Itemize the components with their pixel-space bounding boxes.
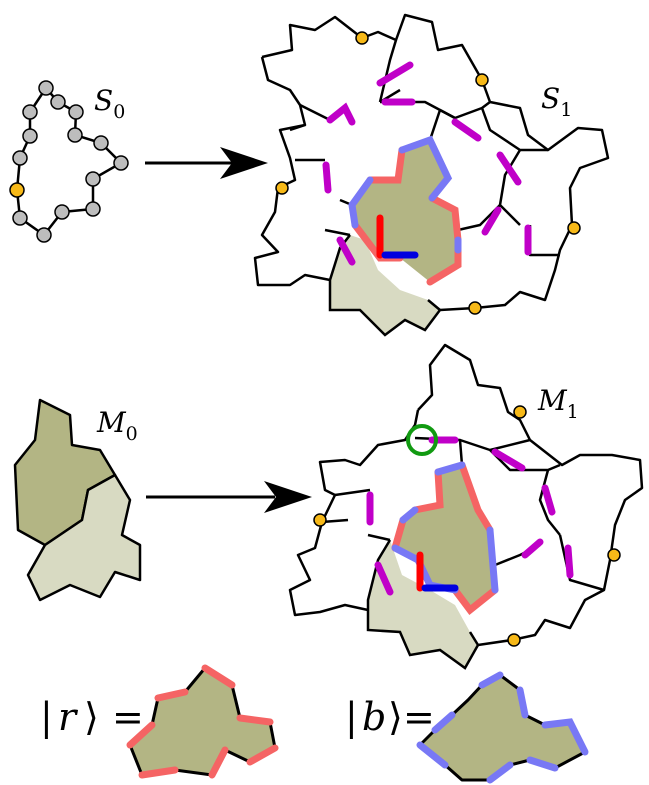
m1-nodes xyxy=(313,405,621,647)
ket-r-symbol: r xyxy=(58,695,79,739)
highlight-circle xyxy=(406,424,438,456)
ket-b: | b ⟩ = xyxy=(345,695,435,739)
ket-b-close: ⟩ xyxy=(388,695,403,739)
m1-edges-magenta xyxy=(366,436,574,596)
s1-edges-magenta xyxy=(322,61,532,266)
svg-text:|: | xyxy=(345,695,358,739)
loop-s0 xyxy=(15,87,124,237)
label-m1: M1 xyxy=(537,384,579,423)
shape-m0 xyxy=(13,398,142,602)
shape-b xyxy=(416,671,589,784)
arrow-top xyxy=(145,147,268,179)
shape-r xyxy=(126,664,279,779)
label-m0: M0 xyxy=(96,406,138,445)
arrow-middle xyxy=(146,481,312,513)
m1-outer-loop xyxy=(288,343,644,647)
m1-regions xyxy=(368,465,495,668)
label-s0: S0 xyxy=(94,84,125,123)
ket-r: | r ⟩ = xyxy=(40,695,144,739)
m1-edges-red xyxy=(391,461,499,615)
loop-s0-nodes xyxy=(9,80,129,243)
m1-edges-strong xyxy=(416,551,459,592)
ket-r-equals: = xyxy=(112,695,144,739)
s1-edges-strong xyxy=(376,214,419,259)
ket-b-symbol: b xyxy=(362,695,386,739)
s1-nodes xyxy=(275,31,581,315)
s1-edges-blue xyxy=(348,135,462,254)
s1-region-outline xyxy=(328,234,442,337)
m1-region-outline xyxy=(366,539,480,670)
svg-text:|: | xyxy=(40,695,53,739)
label-s1: S1 xyxy=(541,82,572,121)
m1-edges-blue xyxy=(391,461,499,594)
ket-b-equals: = xyxy=(403,695,435,739)
svg-text:⟩: ⟩ xyxy=(84,695,99,739)
